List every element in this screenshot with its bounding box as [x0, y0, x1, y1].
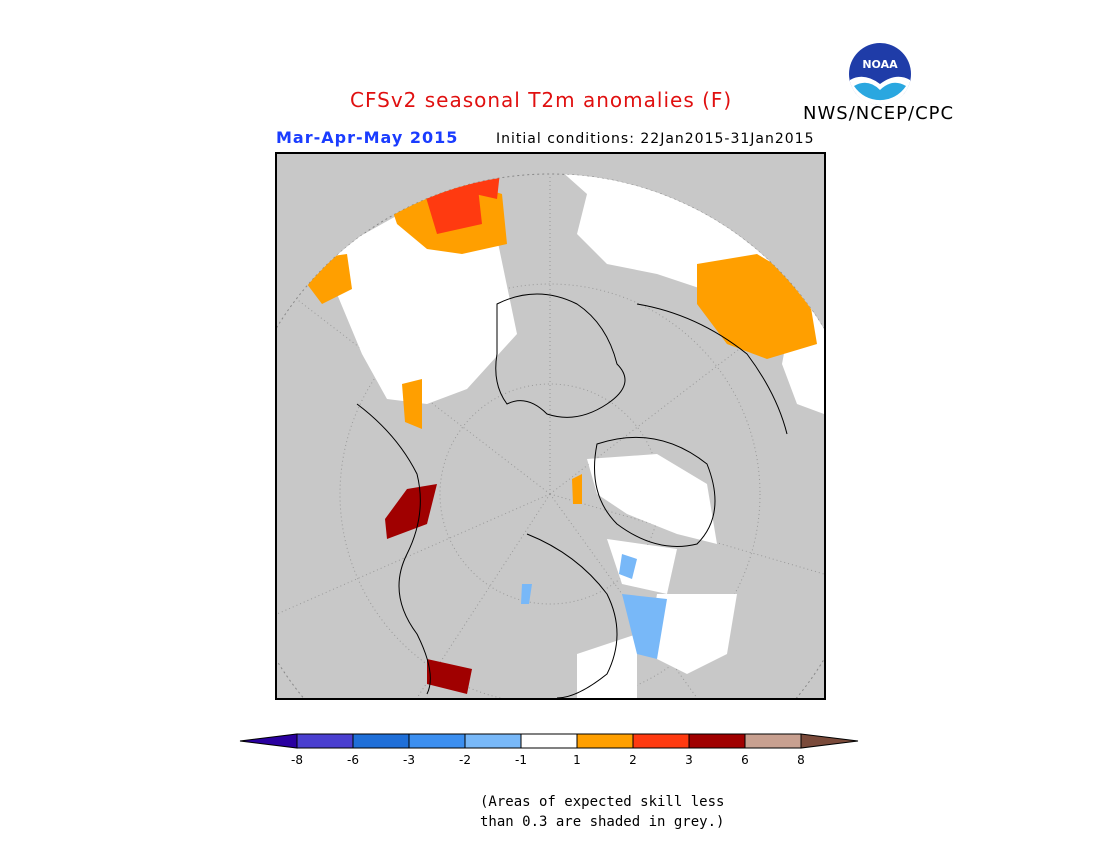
tick-label: 6 [741, 753, 749, 767]
east-asia-orange [697, 254, 817, 359]
map-panel [275, 152, 826, 700]
tick-label: 8 [797, 753, 805, 767]
logo-text: NOAA [862, 58, 898, 71]
colorbar-arrow-low [239, 733, 298, 749]
us-east-white [577, 634, 637, 698]
colorbar-bin [520, 733, 578, 749]
greenland-orange [572, 474, 582, 504]
arctic-coast [495, 293, 626, 418]
colorbar-bin [744, 733, 802, 749]
mexico-blue [521, 584, 532, 604]
initial-conditions-label: Initial conditions: 22Jan2015-31Jan2015 [496, 131, 815, 147]
tick-label: -3 [403, 753, 415, 767]
colorbar: -8 -6 -3 -2 -1 1 2 3 6 8 [239, 733, 859, 767]
tick-label: 3 [685, 753, 693, 767]
footnote-line1: (Areas of expected skill less [480, 794, 725, 810]
colorbar-ticks: -8 -6 -3 -2 -1 1 2 3 6 8 [291, 753, 805, 767]
canada-east-white [647, 594, 737, 674]
season-label: Mar-Apr-May 2015 [276, 128, 459, 147]
canada-north-white [607, 539, 677, 594]
colorbar-bin [576, 733, 634, 749]
tick-label: -1 [515, 753, 527, 767]
greenland-coast [594, 436, 716, 547]
north-america-coast [526, 533, 618, 698]
med-orange [402, 379, 422, 429]
chart-title: CFSv2 seasonal T2m anomalies (F) [350, 88, 733, 112]
coastlines [356, 293, 788, 698]
tick-label: 1 [573, 753, 581, 767]
polar-map [277, 154, 824, 698]
colorbar-bin [464, 733, 522, 749]
canada-blue [622, 594, 667, 659]
tick-label: -8 [291, 753, 303, 767]
colorbar-arrow-high [800, 733, 859, 749]
arabia-darkred [385, 484, 437, 539]
tick-label: -6 [347, 753, 359, 767]
agency-label: NWS/NCEP/CPC [803, 103, 955, 124]
asia-pacific-coast [636, 303, 788, 435]
greenland-white [587, 454, 717, 544]
eurasia-africa-coast [356, 403, 431, 695]
tick-label: 2 [629, 753, 637, 767]
footnote: (Areas of expected skill less than 0.3 a… [480, 792, 724, 832]
tick-label: -2 [459, 753, 471, 767]
noaa-logo: NOAA [849, 43, 911, 106]
colorbar-bin [408, 733, 466, 749]
africa-darkred [427, 659, 472, 694]
colorbar-bin [296, 733, 354, 749]
footnote-line2: than 0.3 are shaded in grey.) [480, 814, 725, 830]
very-hot-areas [385, 484, 472, 694]
cool-areas [521, 554, 667, 659]
colorbar-bin [688, 733, 746, 749]
colorbar-bin [632, 733, 690, 749]
colorbar-bin [352, 733, 410, 749]
arctic-blue [619, 554, 637, 579]
latitude-circle [339, 283, 761, 698]
